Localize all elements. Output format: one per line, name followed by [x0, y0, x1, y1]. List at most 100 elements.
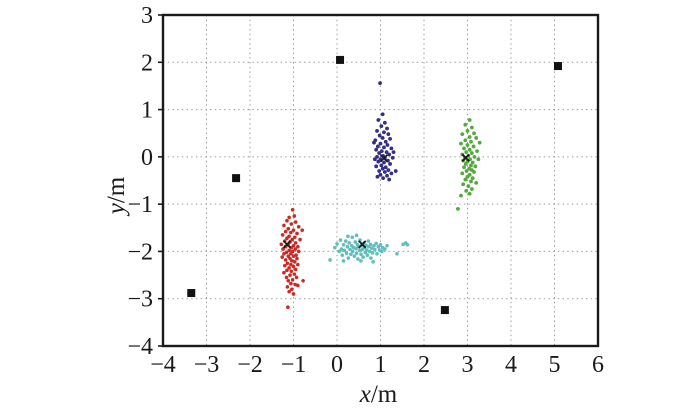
data-point	[294, 275, 299, 280]
data-point	[471, 144, 476, 149]
data-point	[341, 259, 346, 263]
data-point	[293, 235, 297, 240]
data-point	[290, 237, 294, 242]
data-point	[371, 260, 375, 264]
data-point	[379, 163, 384, 168]
data-point	[405, 243, 410, 247]
data-point	[463, 138, 468, 143]
data-point	[459, 193, 463, 198]
y-tick-label: −3	[127, 287, 153, 313]
data-point	[467, 191, 472, 196]
data-series	[187, 55, 562, 315]
data-point	[356, 257, 360, 261]
data-point	[349, 252, 353, 257]
data-point	[383, 165, 388, 170]
x-tick-label: −2	[237, 352, 263, 378]
data-point	[382, 130, 386, 135]
data-point	[285, 285, 290, 289]
data-point	[380, 136, 385, 140]
data-point	[289, 222, 294, 226]
data-point	[385, 126, 389, 131]
data-point	[463, 122, 468, 127]
cluster-purple	[372, 81, 398, 182]
data-point	[382, 160, 386, 165]
data-point	[338, 238, 343, 242]
data-point	[367, 249, 372, 254]
data-point	[354, 251, 359, 256]
data-point	[287, 248, 291, 253]
data-point	[372, 157, 377, 162]
data-point	[469, 139, 473, 144]
x-tick-label: 4	[505, 352, 517, 378]
data-point	[377, 169, 382, 173]
data-point	[296, 262, 300, 267]
data-point	[387, 177, 392, 182]
data-point	[459, 141, 463, 146]
data-point	[370, 251, 375, 255]
x-tick-label: 2	[418, 352, 430, 378]
data-point	[282, 251, 286, 256]
data-point	[353, 240, 358, 244]
data-point	[342, 248, 347, 253]
data-point	[467, 118, 472, 122]
data-point	[295, 231, 299, 236]
data-point	[395, 251, 399, 256]
anchor-point	[187, 289, 196, 298]
data-point	[380, 249, 384, 254]
x-tick-label: −1	[281, 352, 307, 378]
cluster-center-marker	[358, 240, 367, 249]
data-point	[376, 118, 381, 122]
cluster-green	[456, 118, 482, 211]
data-point	[346, 256, 351, 260]
data-point	[370, 246, 374, 250]
data-point	[461, 182, 466, 187]
data-point	[378, 141, 383, 146]
data-point	[389, 171, 394, 176]
data-point	[377, 151, 382, 155]
x-tick-label: 5	[549, 352, 561, 378]
data-point	[296, 225, 301, 229]
data-point	[289, 251, 293, 256]
data-point	[369, 256, 373, 260]
data-point	[385, 143, 390, 147]
data-point	[364, 248, 369, 252]
data-point	[296, 283, 300, 288]
data-point	[346, 234, 350, 239]
data-point	[280, 233, 285, 237]
data-point	[378, 243, 383, 247]
x-tick-label: −3	[194, 352, 220, 378]
y-tick-label: 3	[141, 3, 153, 29]
anchor-nodes	[187, 55, 562, 315]
data-point	[384, 150, 389, 155]
data-point	[287, 215, 291, 220]
data-point	[347, 241, 351, 245]
y-tick-label: −4	[127, 334, 153, 360]
data-point	[390, 155, 395, 160]
data-point	[287, 289, 291, 294]
data-point	[282, 270, 286, 275]
data-point	[470, 176, 475, 181]
data-point	[341, 243, 346, 247]
data-point	[470, 160, 475, 165]
data-point	[295, 256, 299, 261]
cluster-red	[279, 208, 305, 310]
data-point	[374, 164, 379, 169]
x-axis-label: x/m	[359, 381, 398, 408]
data-point	[359, 252, 363, 257]
data-point	[466, 184, 471, 189]
data-point	[293, 267, 298, 272]
data-point	[469, 151, 474, 155]
data-point	[366, 239, 371, 243]
data-point	[368, 242, 373, 247]
y-tick-label: 2	[141, 50, 153, 76]
data-point	[293, 260, 297, 264]
y-tick-labels: −4 −3 −2 −1 0 1 2 3	[127, 3, 153, 360]
data-point	[284, 275, 289, 280]
data-point	[286, 278, 291, 283]
data-point	[465, 143, 470, 147]
cluster-center-marker	[379, 154, 389, 163]
data-point	[292, 214, 297, 218]
data-point	[354, 233, 359, 238]
data-point	[464, 169, 469, 173]
